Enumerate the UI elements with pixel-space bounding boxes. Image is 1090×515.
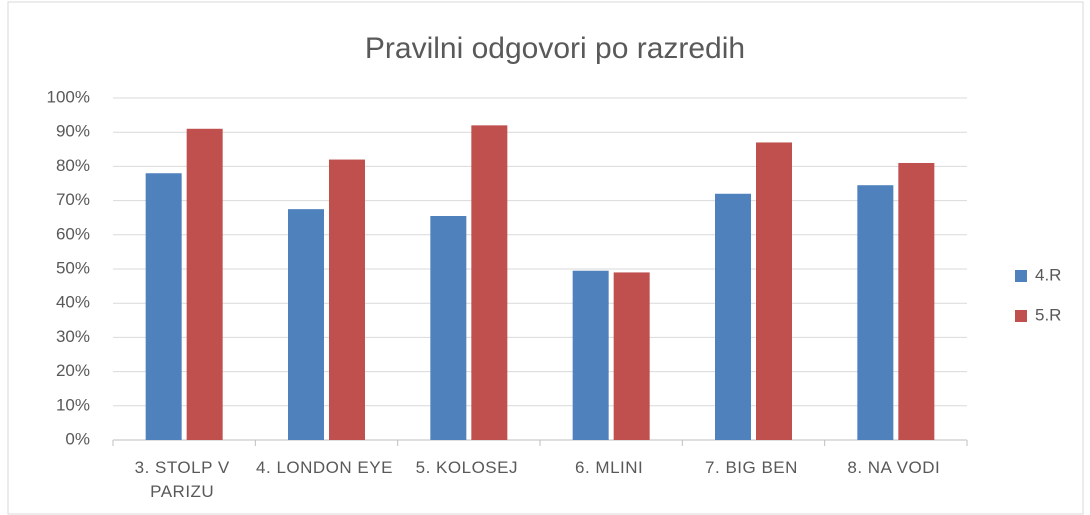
bar: [430, 215, 467, 440]
bar: [756, 142, 792, 440]
bar: [329, 159, 365, 440]
bar: [186, 128, 223, 440]
bar: [288, 209, 324, 440]
bar: [572, 270, 609, 440]
y-tick-label: 10%: [56, 395, 90, 414]
bar: [145, 173, 182, 441]
x-tick-label: 4. LONDON EYE: [256, 458, 393, 477]
bar: [898, 162, 935, 441]
legend-swatch: [1015, 310, 1027, 322]
bar: [857, 185, 894, 440]
y-tick-label: 0%: [65, 429, 90, 448]
bar: [613, 272, 650, 440]
bar: [471, 125, 508, 441]
y-tick-label: 100%: [47, 87, 90, 106]
bar: [715, 193, 751, 440]
x-tick-label: 8. NA VODI: [847, 458, 941, 477]
y-tick-label: 30%: [56, 327, 90, 346]
y-tick-label: 60%: [56, 224, 90, 243]
y-tick-label: 80%: [56, 156, 90, 175]
chart-title: Pravilni odgovori po razredih: [365, 32, 745, 65]
x-tick-label: 5. KOLOSEJ: [415, 458, 518, 477]
y-tick-label: 90%: [56, 122, 90, 141]
x-tick-label: 7. BIG BEN: [705, 458, 798, 477]
y-tick-label: 40%: [56, 293, 90, 312]
legend-label: 4.R: [1035, 265, 1061, 284]
legend-swatch: [1015, 270, 1027, 282]
y-tick-label: 20%: [56, 361, 90, 380]
y-tick-label: 50%: [56, 258, 90, 277]
legend-label: 5.R: [1035, 305, 1061, 324]
x-tick-label: 6. MLINI: [575, 458, 644, 477]
y-tick-label: 70%: [56, 190, 90, 209]
x-tick-label: 3. STOLP V PARIZU: [134, 458, 230, 501]
